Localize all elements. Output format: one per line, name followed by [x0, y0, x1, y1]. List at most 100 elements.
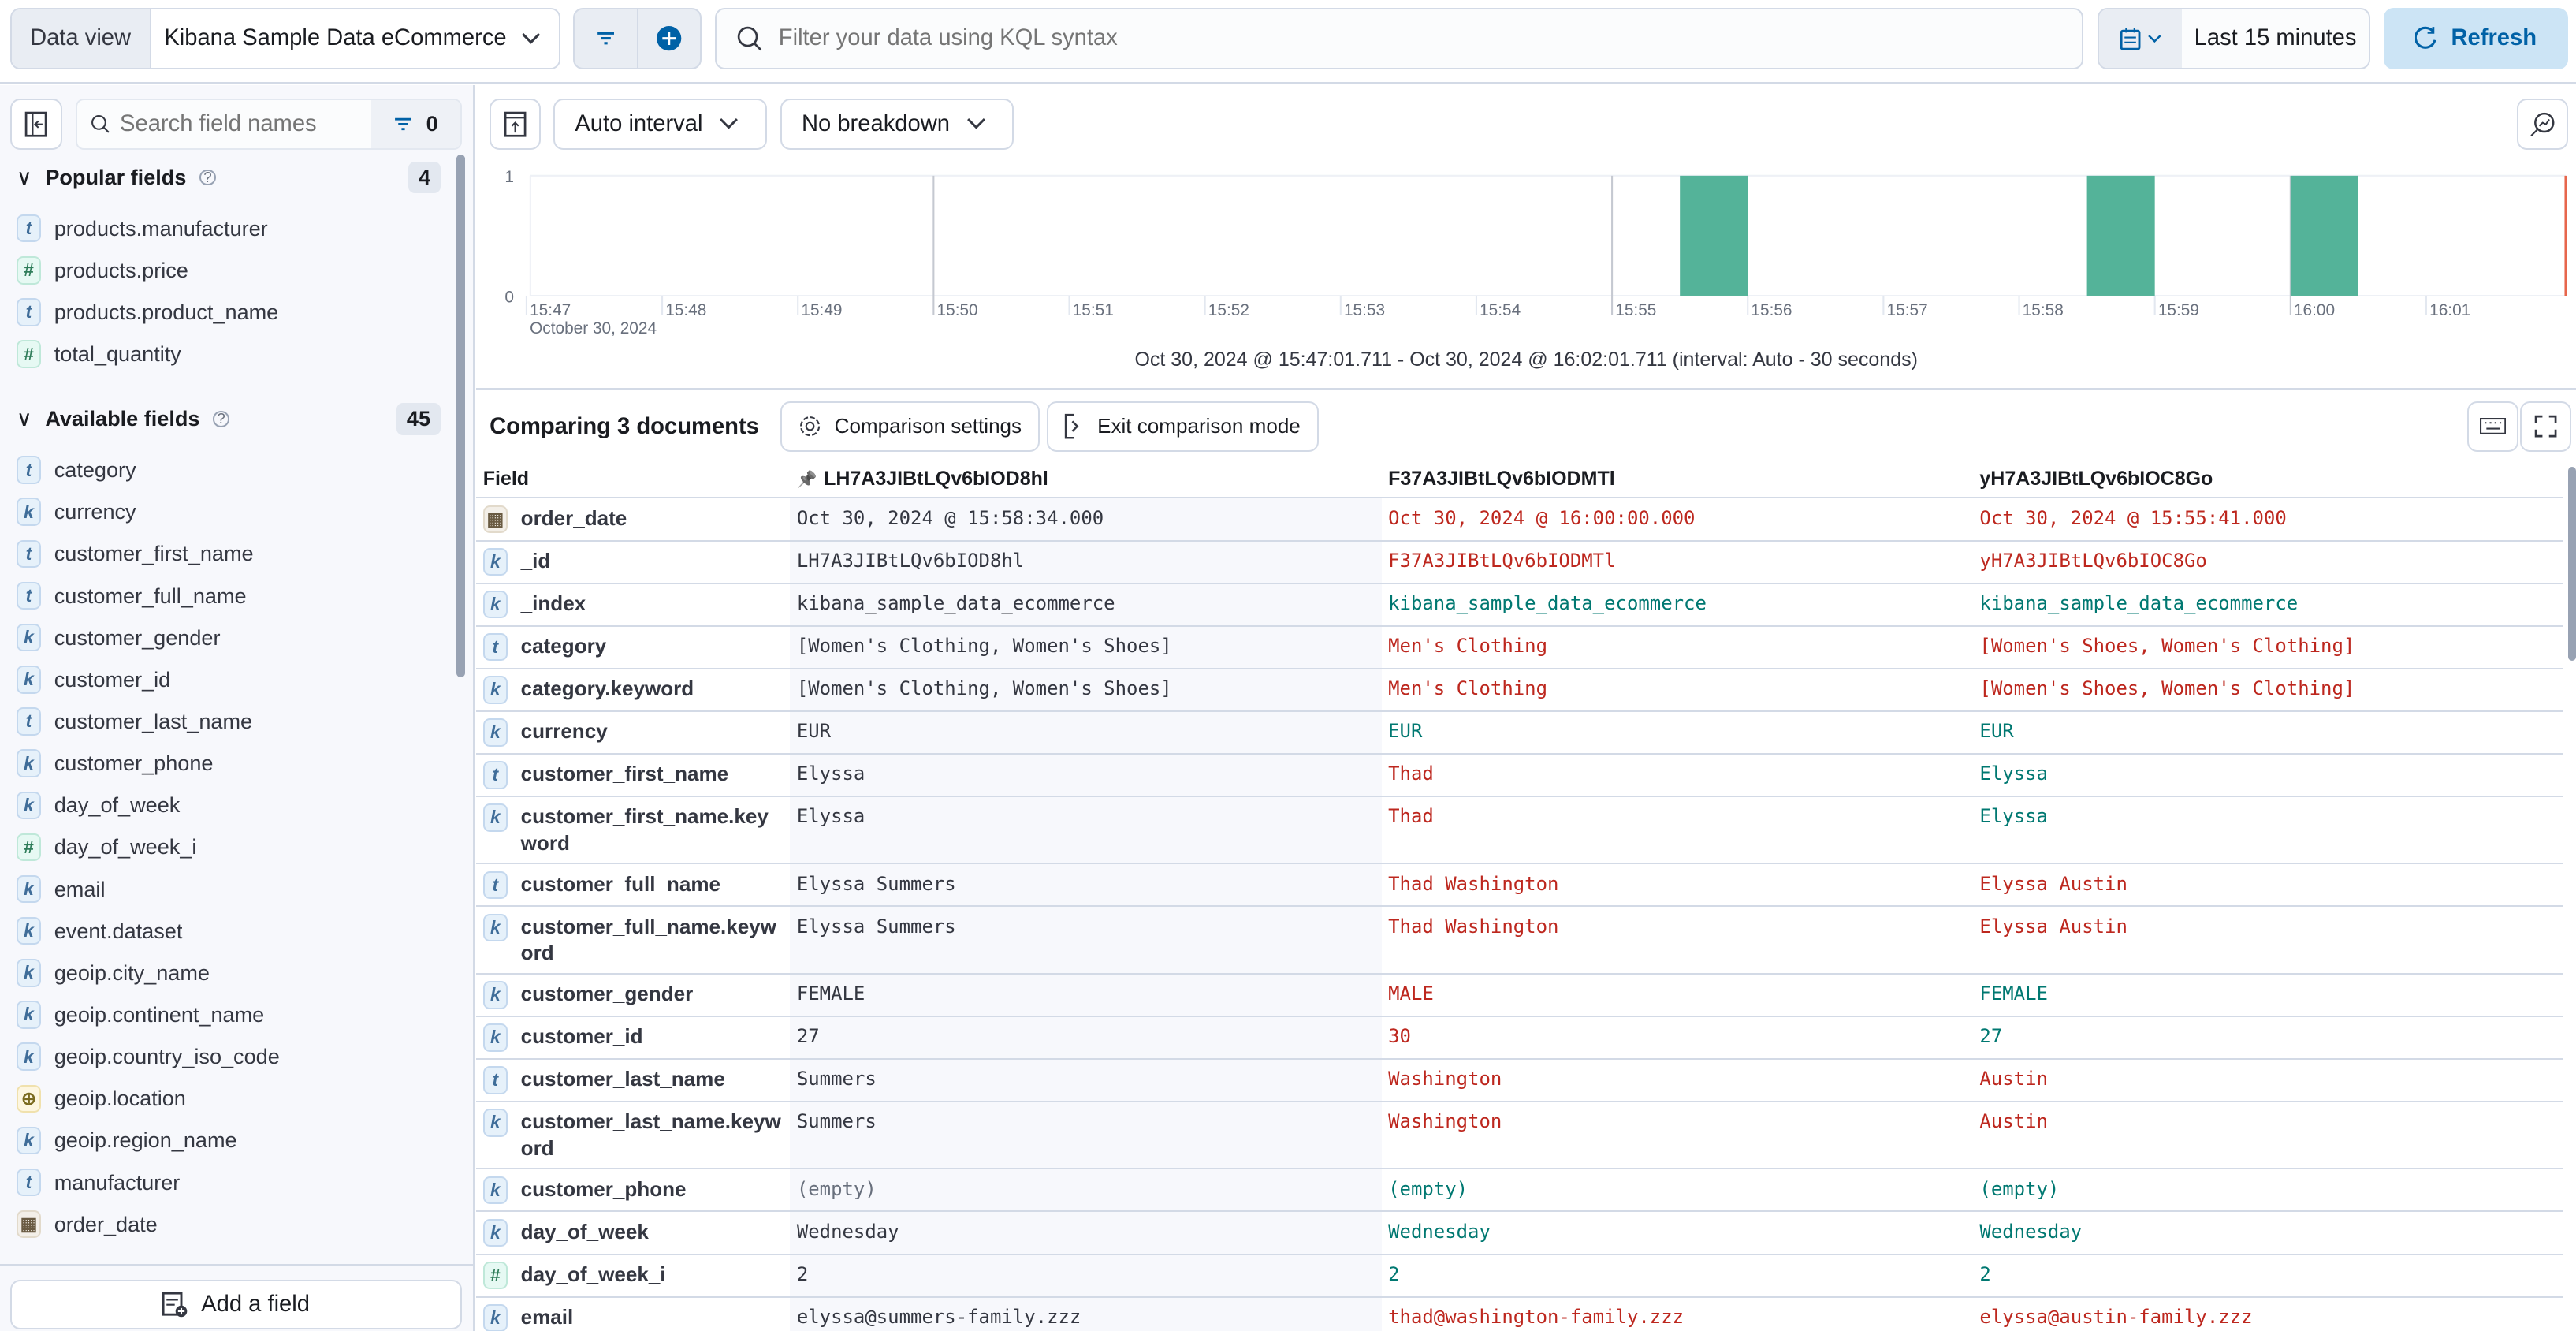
column-header-document[interactable]: 📌 LH7A3JIBtLQv6bIOD8hl [790, 460, 1382, 499]
query-bar[interactable] [714, 8, 2083, 69]
data-view-picker[interactable]: Data view Kibana Sample Data eCommerce [9, 8, 560, 69]
chevron-down-icon: ∨ [16, 165, 32, 190]
field-cell: k customer_full_name.keyword [476, 906, 791, 975]
column-header-document[interactable]: yH7A3JIBtLQv6bIOC8Go [1973, 460, 2563, 499]
sidebar-scrollbar[interactable] [456, 154, 465, 677]
keyword-type-icon: k [16, 666, 42, 694]
field-item[interactable]: k currency [16, 494, 136, 530]
table-row: k customer_id 27 30 27 [476, 1016, 2563, 1060]
table-row: k email elyssa@summers-family.zzz thad@wash… [476, 1296, 2563, 1331]
field-item[interactable]: # total_quantity [16, 336, 181, 372]
comparison-table-scroll[interactable]: Field 📌 LH7A3JIBtLQv6bIOD8hl F37A3JIBtLQv6b… [476, 460, 2563, 1331]
field-cell: k customer_first_name.keyword [476, 796, 791, 865]
field-item[interactable]: # products.price [16, 252, 188, 289]
field-item[interactable]: k customer_phone [16, 745, 213, 781]
number-type-icon: # [16, 833, 42, 862]
field-item[interactable]: k geoip.country_iso_code [16, 1038, 280, 1075]
pinned-value-cell: 27 [790, 1016, 1382, 1060]
histogram-chart[interactable]: 0 1 15:47 15:48 15:49 15:50 15:51 15:52 15:53 15:… [476, 159, 2576, 340]
toggle-chart-button[interactable] [490, 99, 541, 150]
value-cell: Oct 30, 2024 @ 16:00:00.000 [1381, 498, 1974, 542]
value-cell: Thad Washington [1381, 863, 1974, 908]
field-name: _index [520, 591, 586, 615]
value-cell: [Women's Shoes, Women's Clothing] [1973, 668, 2563, 712]
date-picker[interactable]: Last 15 minutes [2098, 8, 2371, 69]
field-item[interactable]: k day_of_week [16, 787, 180, 823]
time-range[interactable]: Last 15 minutes [2194, 25, 2357, 51]
fullscreen-button[interactable] [2520, 401, 2571, 453]
breakdown-select[interactable]: No breakdown [780, 99, 1014, 150]
exit-comparison-button[interactable]: Exit comparison mode [1046, 401, 1319, 453]
pinned-value-cell: EUR [790, 710, 1382, 755]
pin-icon[interactable]: 📌 [796, 470, 817, 489]
field-type-filter-button[interactable]: 0 [371, 100, 460, 148]
comparison-settings-button[interactable]: Comparison settings [780, 401, 1040, 453]
field-item[interactable]: ▦ order_date [16, 1206, 158, 1243]
keyword-type-icon: k [16, 1001, 42, 1029]
table-row: k customer_first_name.keyword Elyssa Thad El… [476, 796, 2563, 865]
field-search-input[interactable] [120, 110, 372, 137]
field-item[interactable]: t products.product_name [16, 294, 278, 330]
keyboard-icon [2480, 418, 2507, 435]
text-type-icon: t [16, 581, 42, 610]
field-item[interactable]: # day_of_week_i [16, 829, 196, 865]
section-popular[interactable]: ∨ Popular fields? 4 [17, 159, 441, 196]
help-icon: ? [199, 169, 216, 186]
field-item[interactable]: t customer_full_name [16, 578, 247, 614]
field-name: customer_first_name [520, 762, 729, 786]
field-name: order_date [520, 505, 627, 530]
field-item[interactable]: k geoip.region_name [16, 1122, 237, 1158]
table-scrollbar[interactable] [2567, 466, 2576, 661]
chevron-down-icon [720, 118, 739, 129]
field-item[interactable]: t products.manufacturer [16, 211, 268, 247]
refresh-button[interactable]: Refresh [2384, 8, 2568, 69]
field-item[interactable]: k email [16, 871, 105, 908]
filter-icon [597, 32, 614, 45]
text-type-icon: t [16, 707, 42, 736]
field-item[interactable]: t customer_first_name [16, 535, 254, 572]
section-available[interactable]: ∨ Available fields? 45 [17, 401, 441, 438]
field-item[interactable]: ⊕ geoip.location [16, 1080, 186, 1117]
keyword-type-icon: k [16, 791, 42, 819]
field-cell: k customer_gender [476, 973, 791, 1017]
field-item[interactable]: k customer_gender [16, 620, 220, 656]
field-cell: t customer_full_name [476, 863, 791, 908]
interval-select[interactable]: Auto interval [553, 99, 768, 150]
pinned-value-cell: Elyssa [790, 796, 1382, 865]
keyboard-shortcuts-button[interactable] [2467, 401, 2519, 453]
field-item[interactable]: t manufacturer [16, 1165, 180, 1201]
value-cell: elyssa@austin-family.zzz [1973, 1296, 2563, 1331]
field-name: customer_last_name [520, 1067, 725, 1091]
field-name: customer_last_name.keyword [520, 1109, 781, 1160]
value-cell: 30 [1381, 1016, 1974, 1060]
value-cell: (empty) [1973, 1169, 2563, 1213]
field-item[interactable]: k event.dataset [16, 913, 182, 949]
add-filter-button[interactable] [638, 9, 700, 67]
pinned-value-cell: Wednesday [790, 1211, 1382, 1255]
chart-options-button[interactable] [2516, 99, 2568, 150]
date-type-icon: ▦ [482, 505, 508, 534]
field-search[interactable]: 0 [75, 99, 462, 150]
kql-input[interactable] [778, 25, 1929, 52]
quick-menu-button[interactable] [2099, 9, 2182, 68]
field-list[interactable]: ∨ Popular fields? 4 t products.manufacturer #… [0, 155, 453, 1264]
field-name: category [54, 457, 136, 483]
field-item[interactable]: k geoip.continent_name [16, 997, 264, 1033]
field-name: customer_full_name.keyword [520, 914, 776, 965]
add-field-button[interactable]: Add a field [9, 1280, 462, 1329]
keyword-type-icon: k [482, 718, 508, 747]
x-tick-label: 15:50 [937, 301, 978, 319]
field-item[interactable]: t customer_last_name [16, 703, 252, 740]
field-name: customer_id [54, 666, 171, 692]
field-item[interactable]: k geoip.city_name [16, 955, 210, 991]
column-header-document[interactable]: F37A3JIBtLQv6bIODMTl [1381, 460, 1974, 499]
keyword-type-icon: k [482, 913, 508, 942]
value-cell: FEMALE [1973, 973, 2563, 1017]
pinned-value-cell: Oct 30, 2024 @ 15:58:34.000 [790, 498, 1382, 542]
filter-menu-button[interactable] [575, 9, 638, 68]
field-item[interactable]: k customer_id [16, 662, 171, 698]
text-type-icon: t [482, 1066, 508, 1094]
field-item[interactable]: t category [16, 452, 136, 488]
text-type-icon: t [16, 298, 42, 326]
collapse-sidebar-button[interactable] [9, 99, 63, 150]
